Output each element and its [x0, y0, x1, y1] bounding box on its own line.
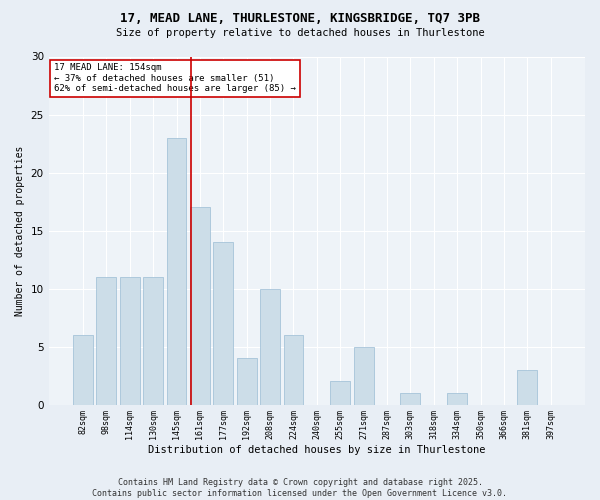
- Bar: [237, 358, 257, 405]
- Bar: [73, 335, 93, 404]
- Bar: [330, 382, 350, 404]
- Text: Size of property relative to detached houses in Thurlestone: Size of property relative to detached ho…: [116, 28, 484, 38]
- X-axis label: Distribution of detached houses by size in Thurlestone: Distribution of detached houses by size …: [148, 445, 485, 455]
- Text: 17 MEAD LANE: 154sqm
← 37% of detached houses are smaller (51)
62% of semi-detac: 17 MEAD LANE: 154sqm ← 37% of detached h…: [54, 64, 296, 94]
- Text: Contains HM Land Registry data © Crown copyright and database right 2025.
Contai: Contains HM Land Registry data © Crown c…: [92, 478, 508, 498]
- Bar: [120, 277, 140, 404]
- Bar: [97, 277, 116, 404]
- Text: 17, MEAD LANE, THURLESTONE, KINGSBRIDGE, TQ7 3PB: 17, MEAD LANE, THURLESTONE, KINGSBRIDGE,…: [120, 12, 480, 26]
- Y-axis label: Number of detached properties: Number of detached properties: [15, 146, 25, 316]
- Bar: [400, 393, 421, 404]
- Bar: [517, 370, 537, 404]
- Bar: [353, 346, 374, 405]
- Bar: [167, 138, 187, 404]
- Bar: [260, 288, 280, 405]
- Bar: [143, 277, 163, 404]
- Bar: [190, 208, 210, 404]
- Bar: [284, 335, 304, 404]
- Bar: [214, 242, 233, 404]
- Bar: [447, 393, 467, 404]
